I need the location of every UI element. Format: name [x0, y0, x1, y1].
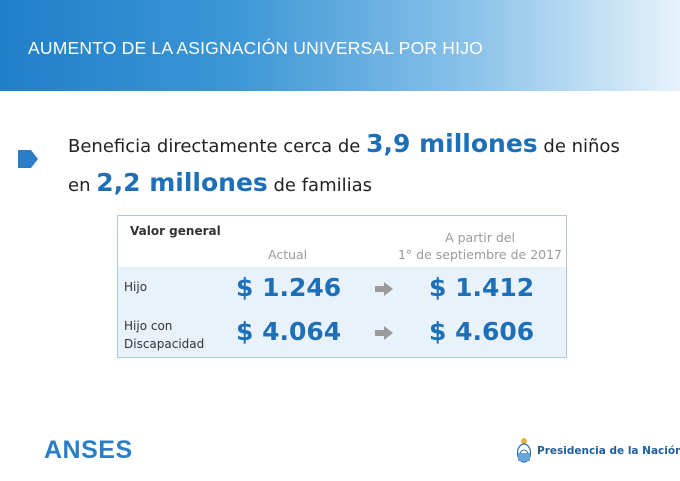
headline-text: de familias [267, 175, 373, 196]
table-body-background [118, 267, 566, 357]
anses-logo: ANSES [44, 436, 133, 464]
column-header-new-line1: A partir del [445, 230, 515, 245]
amount-actual-hijo: $ 1.246 [236, 273, 342, 302]
amount-new-hijo: $ 1.412 [429, 273, 535, 302]
row-label-hijo: Hijo [124, 280, 148, 294]
column-header-actual: Actual [268, 247, 308, 262]
allowance-table: Valor general Actual A partir del 1° de … [117, 215, 567, 358]
headline-highlight-families: 2,2 millones [96, 168, 268, 197]
amount-new-discapacidad: $ 4.606 [429, 317, 535, 346]
presidencia-label: Presidencia de la Nación [537, 445, 680, 457]
headline-text: de niños [537, 136, 620, 157]
column-header-new-line2: 1° de septiembre de 2017 [397, 247, 563, 262]
headline-highlight-children: 3,9 millones [366, 129, 538, 158]
right-arrow-icon [375, 326, 393, 340]
header-banner: AUMENTO DE LA ASIGNACIÓN UNIVERSAL POR H… [0, 0, 680, 91]
headline: Beneficia directamente cerca de 3,9 mill… [68, 126, 668, 204]
table-corner-label: Valor general [130, 224, 221, 238]
row-label-discapacidad: Hijo con Discapacidad [124, 317, 204, 353]
right-arrow-icon [375, 282, 393, 296]
row-label-line: Hijo con [124, 319, 173, 333]
row-label-line: Discapacidad [124, 337, 205, 351]
headline-text: en [68, 175, 97, 196]
emblem-icon [516, 438, 532, 463]
page-title: AUMENTO DE LA ASIGNACIÓN UNIVERSAL POR H… [28, 38, 483, 58]
amount-actual-discapacidad: $ 4.064 [236, 317, 342, 346]
bullet-icon [18, 150, 38, 168]
headline-text: Beneficia directamente cerca de [68, 136, 367, 157]
